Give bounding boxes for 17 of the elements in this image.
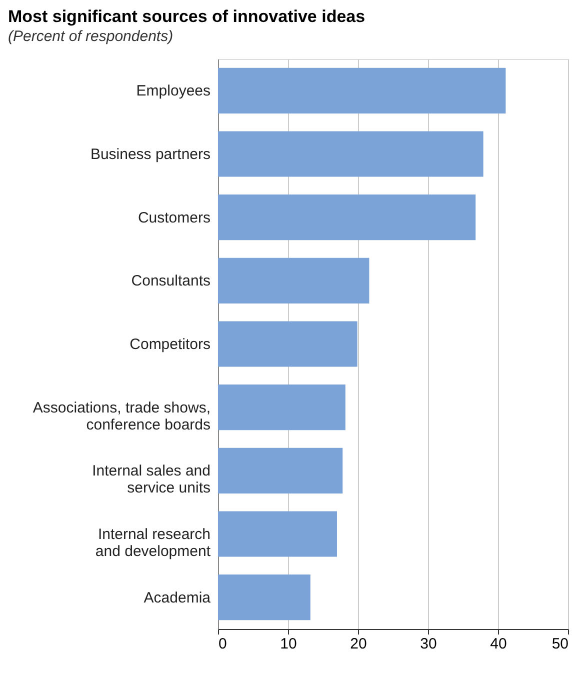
y-tick-label: Internal research and development — [95, 526, 212, 560]
y-tick-label: Academia — [144, 589, 212, 606]
x-tick-label: 20 — [350, 636, 367, 652]
y-tick-label: Customers — [138, 209, 210, 226]
x-tick-label: 10 — [280, 636, 297, 652]
y-tick-label: Business partners — [90, 146, 210, 163]
y-tick-label: Employees — [136, 82, 210, 100]
x-tick-label: 0 — [218, 636, 227, 652]
y-tick-label: Internal sales and service units — [92, 462, 210, 497]
text: (Percent of respondents) — [8, 28, 174, 45]
y-tick-label: Consultants — [131, 272, 210, 290]
x-tick-label: 30 — [420, 636, 437, 652]
x-tick-label: 40 — [490, 636, 507, 652]
x-tick-label: 50 — [552, 636, 568, 652]
y-tick-label: Competitors — [130, 336, 210, 353]
y-tick-label: Associations, trade shows, conference boards — [32, 399, 210, 434]
chart-title: Most significant sources of innovative ideas — [8, 7, 366, 26]
